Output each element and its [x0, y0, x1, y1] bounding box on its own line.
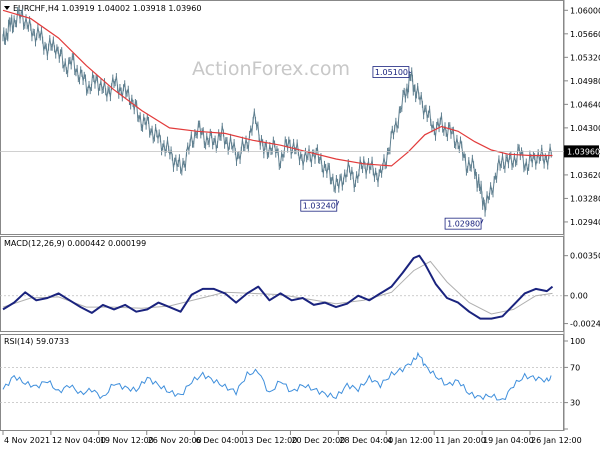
x-tick-label: 19 Jan 04:00 [483, 436, 534, 445]
x-tick-label: 26 Nov 20:00 [148, 436, 202, 445]
price-header-text: EURCHF,H4 1.03919 1.04002 1.03918 1.0396… [13, 4, 201, 13]
price-y-axis: 1.06000 1.05660 1.05320 1.04980 1.04640 1.043… [564, 6, 600, 227]
x-tick-label: 26 Jan 12:00 [531, 436, 582, 445]
x-tick-label: 4 Jan 12:00 [387, 436, 433, 445]
watermark: ActionForex.com [192, 58, 350, 80]
rsi-series [0, 351, 564, 404]
dropdown-triangle-icon [4, 6, 10, 10]
rsi-line [2, 351, 552, 401]
current-price-marker: 1.03960 [0, 145, 600, 158]
rsi-y-tick-label: 70 [570, 363, 580, 372]
price-annotation-label: 1.03240 [303, 202, 336, 211]
ma-line [2, 9, 553, 167]
moving-average-series [2, 9, 553, 167]
macd-line [2, 254, 554, 320]
price-y-tick-label: 1.06000 [570, 6, 600, 15]
macd-header-text: MACD(12,26,9) 0.000442 0.000199 [4, 239, 146, 248]
price-line [2, 8, 552, 213]
price-y-tick-label: 1.02940 [570, 218, 600, 227]
price-y-tick-label: 1.05320 [570, 53, 600, 62]
price-annotation-label: 1.02980 [447, 220, 480, 229]
x-tick-label: 19 Nov 12:00 [100, 436, 154, 445]
rsi-panel [0, 334, 564, 431]
rsi-y-tick-label: 100 [570, 337, 585, 346]
x-tick-label: 11 Jan 20:00 [435, 436, 486, 445]
price-annotation-label: 1.05100 [375, 68, 408, 77]
x-tick-label: 13 Dec 12:00 [244, 436, 298, 445]
current-price-box [564, 145, 599, 158]
price-y-tick-label: 1.04980 [570, 77, 600, 86]
price-y-tick-label: 1.03280 [570, 194, 600, 203]
price-y-tick-label: 1.05660 [570, 30, 600, 39]
x-tick-label: 28 Dec 04:00 [339, 436, 393, 445]
price-y-tick-label: 1.04640 [570, 100, 600, 109]
price-header: EURCHF,H4 1.03919 1.04002 1.03918 1.0396… [4, 4, 201, 13]
macd-signal-line [2, 260, 553, 315]
macd-y-axis: 0.003505 0.00 -0.002438 [564, 252, 600, 329]
macd-y-tick-label: 0.00 [570, 292, 588, 301]
price-y-tick-label: 1.03620 [570, 171, 600, 180]
price-annotation-leader [480, 219, 484, 224]
price-annotation-leader [336, 201, 340, 206]
x-tick-label: 6 Dec 04:00 [196, 436, 245, 445]
price-annotation-leader [408, 71, 412, 73]
price-annotations: 1.05100 1.03240 1.02980 [300, 66, 484, 230]
price-y-tick-label: 1.04300 [570, 124, 600, 133]
current-price-label: 1.03960 [567, 147, 600, 156]
x-tick-label: 20 Dec 20:00 [291, 436, 345, 445]
macd-y-tick-label: -0.002438 [570, 320, 600, 329]
rsi-y-axis: 100 70 30 [564, 337, 585, 430]
x-tick-label: 12 Nov 04:00 [52, 436, 106, 445]
macd-series [0, 254, 564, 320]
price-series [2, 6, 552, 217]
price-panel [0, 0, 564, 235]
rsi-y-tick-label: 30 [570, 399, 580, 408]
rsi-header-text: RSI(14) 59.0733 [4, 337, 69, 346]
macd-y-tick-label: 0.003505 [570, 252, 600, 261]
x-tick-label: 4 Nov 2021 [4, 436, 50, 445]
